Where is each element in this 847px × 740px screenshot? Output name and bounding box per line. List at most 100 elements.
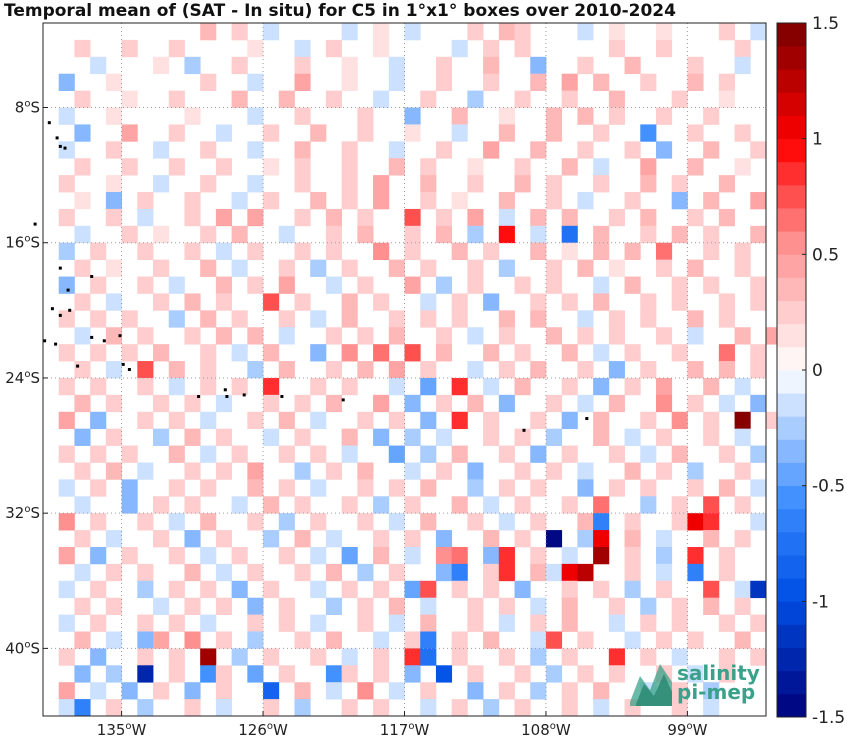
heatmap-cell <box>231 56 248 75</box>
heatmap-cell <box>655 394 673 413</box>
heatmap-cell <box>388 411 405 430</box>
colorbar-segment <box>777 601 806 625</box>
heatmap-cell <box>58 73 75 92</box>
heatmap-cell <box>200 614 217 632</box>
heatmap-cell <box>435 141 453 159</box>
heatmap-cell <box>105 293 122 311</box>
heatmap-cell <box>420 513 437 531</box>
heatmap-cell <box>687 208 704 227</box>
heatmap-cell <box>593 124 610 142</box>
heatmap-cell <box>404 648 421 666</box>
heatmap-cell <box>74 699 91 717</box>
heatmap-cell <box>137 208 154 227</box>
heatmap-cell <box>341 175 358 193</box>
island-marker <box>522 428 526 432</box>
heatmap-cell <box>58 546 75 565</box>
heatmap-cell <box>263 648 280 666</box>
island-marker <box>102 339 106 343</box>
heatmap-cell <box>90 648 107 666</box>
heatmap-cell <box>341 580 358 599</box>
heatmap-cell <box>640 175 657 193</box>
heatmap-cell <box>121 225 138 244</box>
heatmap-cell <box>467 665 484 683</box>
heatmap-cell <box>404 225 421 244</box>
heatmap-cell <box>514 699 531 717</box>
heatmap-cell <box>215 597 233 615</box>
colorbar-tick-label: 0.5 <box>812 245 839 265</box>
heatmap-cell <box>215 158 233 176</box>
heatmap-cell <box>105 259 122 277</box>
heatmap-cell <box>310 546 327 565</box>
heatmap-cell <box>483 580 500 599</box>
heatmap-cell <box>451 648 468 666</box>
heatmap-cell <box>247 614 264 632</box>
heatmap-cell <box>325 563 343 582</box>
heatmap-cell <box>624 428 641 446</box>
heatmap-cell <box>530 479 547 497</box>
heatmap-cell <box>58 445 75 463</box>
heatmap-cell <box>137 242 154 261</box>
heatmap-cell <box>231 310 248 328</box>
heatmap-cell <box>640 293 657 311</box>
heatmap-cell <box>58 208 75 227</box>
heatmap-cell <box>278 513 295 531</box>
heatmap-cell <box>310 377 327 396</box>
heatmap-cell <box>640 158 657 176</box>
heatmap-cell <box>703 192 720 210</box>
heatmap-cell <box>718 361 735 379</box>
heatmap-cell <box>734 377 751 396</box>
heatmap-cell <box>247 73 264 92</box>
heatmap-cell <box>718 479 735 497</box>
island-marker <box>341 398 345 402</box>
heatmap-cell <box>514 462 531 480</box>
heatmap-cell <box>671 344 688 362</box>
heatmap-cell <box>577 479 594 497</box>
heatmap-cell <box>750 445 767 463</box>
heatmap-cell <box>530 56 547 75</box>
heatmap-cell <box>215 428 233 446</box>
heatmap-cell <box>498 394 515 413</box>
heatmap-cell <box>561 208 578 227</box>
heatmap-cell <box>168 479 185 497</box>
heatmap-cell <box>671 175 688 193</box>
heatmap-cell <box>498 361 515 379</box>
heatmap-cell <box>105 208 122 227</box>
heatmap-cell <box>451 310 468 328</box>
island-marker <box>90 335 94 339</box>
heatmap-cell <box>703 377 720 396</box>
heatmap-cell <box>357 597 374 615</box>
heatmap-cell <box>640 208 657 227</box>
heatmap-cell <box>750 344 767 362</box>
heatmap-cell <box>593 682 610 700</box>
heatmap-cell <box>373 530 390 548</box>
heatmap-cell <box>498 682 515 700</box>
heatmap-cell <box>121 158 138 176</box>
heatmap-cell <box>200 513 217 531</box>
heatmap-cell <box>530 208 547 227</box>
heatmap-cell <box>498 310 515 328</box>
heatmap-cell <box>105 631 122 649</box>
colorbar-tick-label: -1 <box>812 592 829 612</box>
heatmap-cell <box>593 344 610 362</box>
heatmap-cell <box>593 293 610 311</box>
heatmap-cell <box>420 259 437 277</box>
heatmap-cell <box>530 614 547 632</box>
heatmap-cell <box>215 563 233 582</box>
heatmap-cell <box>420 682 437 700</box>
heatmap-cell <box>278 276 295 294</box>
heatmap-cell <box>545 631 563 649</box>
heatmap-cell <box>624 344 641 362</box>
heatmap-cell <box>341 141 358 159</box>
logo-text-pi-mep: pi-mep <box>677 680 755 704</box>
heatmap-cell <box>640 496 657 514</box>
heatmap-cell <box>58 614 75 632</box>
heatmap-cell <box>74 597 91 615</box>
colorbar-segment <box>777 670 806 695</box>
heatmap-cell <box>451 699 468 717</box>
colorbar-segment <box>777 462 806 487</box>
heatmap-cell <box>718 23 735 41</box>
heatmap-cell <box>294 699 311 717</box>
heatmap-cell <box>451 107 468 125</box>
heatmap-cell <box>718 208 735 227</box>
heatmap-cell <box>90 580 107 599</box>
